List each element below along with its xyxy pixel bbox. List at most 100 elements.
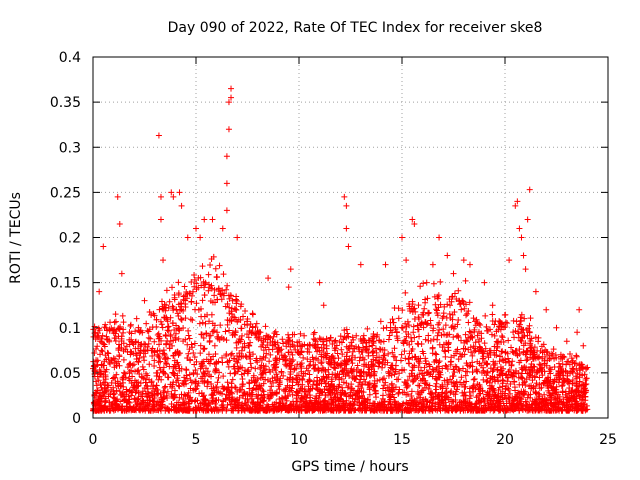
data-point	[350, 387, 357, 394]
data-point	[411, 397, 418, 404]
data-point	[345, 393, 352, 400]
data-point	[366, 391, 373, 398]
data-point	[204, 383, 211, 390]
data-point	[411, 316, 418, 322]
data-point	[513, 347, 520, 354]
data-point	[240, 313, 247, 320]
data-point	[545, 381, 552, 388]
data-point	[237, 386, 244, 393]
data-point	[146, 309, 153, 316]
data-point	[475, 397, 482, 404]
data-point	[279, 336, 286, 343]
data-point	[423, 279, 430, 286]
data-point	[339, 389, 346, 396]
data-point	[160, 306, 167, 313]
data-point	[442, 348, 449, 355]
data-point	[215, 288, 222, 295]
data-point	[524, 394, 531, 401]
data-point	[451, 369, 458, 376]
data-point	[517, 373, 524, 380]
data-point	[391, 371, 398, 378]
data-point	[315, 401, 322, 408]
data-point	[145, 390, 152, 397]
data-point	[532, 334, 539, 341]
data-point	[578, 364, 585, 371]
data-point	[156, 341, 163, 348]
data-point	[275, 344, 282, 351]
data-point	[340, 367, 347, 374]
data-point	[262, 336, 269, 343]
y-tick-label: 0.4	[59, 50, 81, 66]
data-point	[284, 407, 291, 414]
data-point	[120, 319, 127, 326]
data-point	[398, 351, 405, 358]
data-point	[449, 293, 456, 300]
data-point	[490, 387, 497, 394]
data-point	[222, 328, 229, 335]
data-point	[178, 306, 185, 313]
data-point	[239, 344, 246, 351]
data-point	[369, 348, 376, 355]
data-point	[420, 387, 427, 394]
data-point	[287, 401, 294, 408]
data-point	[424, 295, 431, 302]
data-point	[201, 216, 208, 223]
data-point	[217, 322, 224, 329]
data-point	[340, 371, 347, 378]
data-point	[257, 364, 264, 371]
data-point	[316, 392, 323, 399]
data-point	[474, 358, 481, 365]
data-point	[422, 299, 429, 306]
data-point	[527, 348, 534, 355]
data-point	[191, 276, 198, 283]
data-point	[153, 370, 160, 377]
data-point	[303, 395, 310, 402]
data-point	[343, 380, 350, 387]
data-point	[479, 355, 486, 362]
data-point	[262, 376, 269, 383]
data-point	[258, 343, 265, 350]
data-point	[465, 319, 472, 326]
data-point	[120, 340, 127, 347]
data-point	[446, 310, 453, 317]
data-point	[118, 392, 125, 399]
data-point	[259, 369, 266, 376]
data-point	[452, 391, 459, 398]
data-point	[443, 406, 450, 413]
data-point	[132, 389, 139, 396]
data-point	[527, 354, 534, 361]
data-point	[445, 339, 452, 346]
data-point	[241, 388, 248, 395]
data-point	[520, 379, 527, 386]
data-point	[311, 329, 318, 336]
data-point	[325, 373, 332, 380]
data-point	[175, 399, 182, 406]
data-point	[114, 193, 121, 200]
data-point	[157, 366, 164, 373]
data-point	[472, 385, 479, 392]
data-point	[160, 369, 167, 376]
data-point	[409, 298, 416, 305]
data-point	[503, 407, 510, 414]
data-point	[226, 295, 233, 302]
data-point	[489, 400, 496, 407]
data-point	[295, 381, 302, 388]
data-point	[223, 286, 230, 293]
data-point	[388, 365, 395, 372]
data-point	[343, 353, 350, 360]
data-point	[236, 399, 243, 406]
data-point	[546, 365, 553, 372]
data-point	[379, 364, 386, 371]
data-point	[314, 341, 321, 348]
data-point	[408, 338, 415, 345]
data-point	[192, 306, 199, 313]
data-point	[498, 367, 505, 374]
data-point	[345, 407, 352, 414]
data-point	[116, 220, 123, 227]
data-point	[265, 391, 272, 398]
data-point	[328, 357, 335, 364]
data-point	[342, 390, 349, 397]
data-point	[409, 345, 416, 352]
data-point	[491, 349, 498, 356]
data-point	[102, 402, 109, 409]
